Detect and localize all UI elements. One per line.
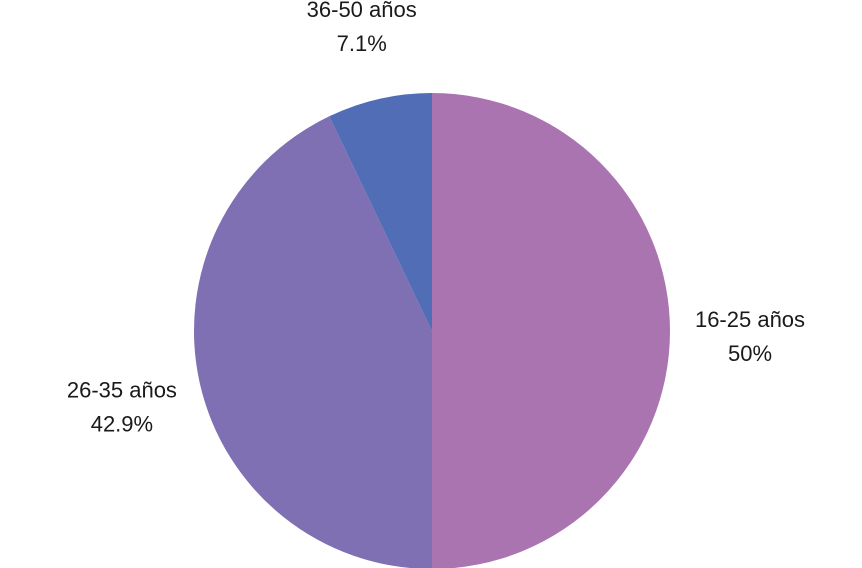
- slice-value-label: 7.1%: [337, 31, 387, 56]
- slice-value-label: 50%: [728, 341, 772, 366]
- pie-slice-0: [432, 93, 670, 568]
- pie-slice-1: [193, 116, 432, 568]
- slice-category-label: 16-25 años: [695, 307, 805, 332]
- slice-value-label: 42.9%: [91, 411, 153, 436]
- pie-slice-2: [329, 93, 432, 331]
- pie-labels: 16-25 años 50% 26-35 años 42.9% 36-50 años 7.…: [67, 0, 805, 436]
- slice-category-label: 36-50 años: [307, 0, 417, 22]
- slice-category-label: 26-35 años: [67, 377, 177, 402]
- pie-slices: [193, 93, 670, 568]
